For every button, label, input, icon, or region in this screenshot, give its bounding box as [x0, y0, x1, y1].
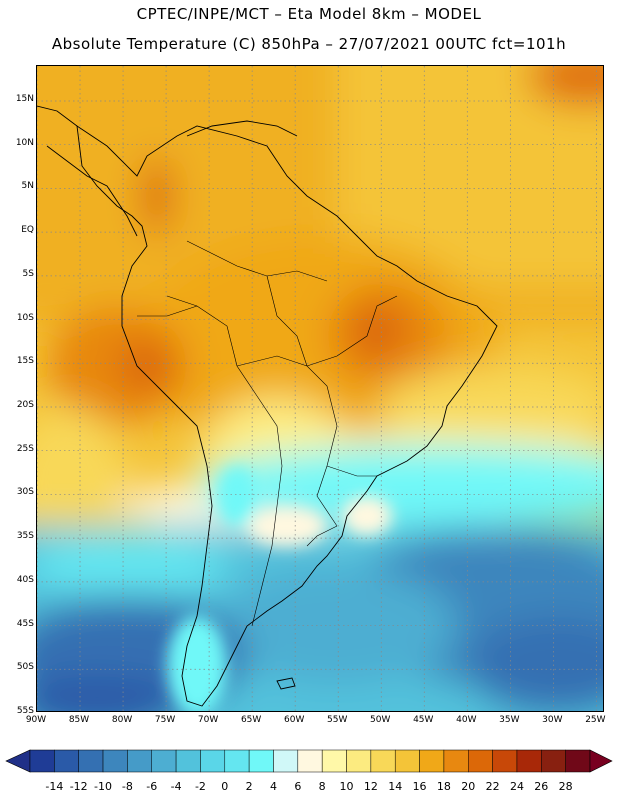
- colorbar-swatch: [516, 749, 542, 773]
- colorbar-tick-label: 14: [388, 780, 403, 793]
- lat-tick-label: 5N: [21, 181, 34, 192]
- coastlines: [37, 105, 498, 707]
- lon-tick-label: 70W: [197, 715, 219, 725]
- colorbar-tick-label: 20: [461, 780, 476, 793]
- colorbar-tick-label: -10: [94, 780, 113, 793]
- colorbar-tick-label: 26: [534, 780, 549, 793]
- colorbar-tick-label: 28: [558, 780, 573, 793]
- lat-tick-label: 50S: [16, 662, 34, 673]
- colorbar-tick-label: 2: [245, 780, 253, 793]
- colorbar-swatch: [370, 749, 396, 773]
- colorbar-tick-label: -2: [194, 780, 206, 793]
- colorbar-tick-label: 18: [436, 780, 451, 793]
- lat-tick-label: 30S: [16, 487, 34, 498]
- lat-tick-label: 25S: [16, 443, 34, 454]
- colorbar-tick-label: 6: [294, 780, 302, 793]
- colorbar-swatch: [492, 749, 518, 773]
- colorbar-over-arrow: [589, 749, 613, 773]
- temperature-field: [37, 66, 603, 711]
- colorbar-swatch: [29, 749, 55, 773]
- lon-tick-label: 90W: [25, 715, 47, 725]
- colorbar-tick-label: -4: [170, 780, 182, 793]
- colorbar-swatch: [297, 749, 323, 773]
- lat-tick-label: 10N: [15, 137, 34, 148]
- lat-tick-label: 5S: [22, 268, 34, 279]
- colorbar-tick-label: -6: [146, 780, 158, 793]
- colorbar-swatch: [321, 749, 347, 773]
- colorbar-tick-label: -12: [69, 780, 88, 793]
- colorbar-tick-label: 24: [509, 780, 524, 793]
- colorbar-swatch: [443, 749, 469, 773]
- lon-tick-label: 40W: [456, 715, 477, 725]
- map-title: CPTEC/INPE/MCT – Eta Model 8km – MODEL: [136, 5, 482, 23]
- lon-tick-label: 50W: [370, 715, 391, 725]
- colorbar-tick-label: 12: [363, 780, 378, 793]
- colorbar-swatch: [468, 749, 493, 773]
- colorbar-tick-label: -14: [45, 780, 64, 793]
- south-america-coastline: [76, 125, 498, 707]
- colorbar-tick-label: 16: [412, 780, 427, 793]
- lat-tick-label: 10S: [16, 312, 34, 323]
- lon-tick-label: 80W: [111, 715, 133, 725]
- colorbar-tick-label: 8: [318, 780, 326, 793]
- colorbar-swatch: [248, 749, 274, 773]
- lon-tick-label: 30W: [542, 715, 563, 725]
- lon-tick-label: 35W: [499, 715, 520, 725]
- colorbar-tick-label: 22: [485, 780, 500, 793]
- map-canvas: [37, 66, 603, 711]
- colorbar: [5, 749, 613, 773]
- lat-tick-label: 40S: [16, 574, 34, 585]
- colorbar-swatch: [151, 749, 177, 773]
- lat-tick-label: 15N: [15, 93, 34, 104]
- caribbean-coastline: [186, 120, 298, 137]
- colorbar-swatch: [541, 749, 566, 773]
- colorbar-swatch: [102, 749, 128, 773]
- lon-tick-label: 25W: [585, 715, 606, 725]
- colorbar-tick-label: 10: [339, 780, 354, 793]
- lat-tick-label: 20S: [16, 399, 34, 410]
- lat-tick-label: 45S: [16, 618, 34, 629]
- lon-tick-label: 55W: [327, 715, 348, 725]
- lon-tick-label: 65W: [240, 715, 262, 725]
- lat-tick-label: 15S: [16, 356, 34, 367]
- lon-tick-label: 45W: [413, 715, 434, 725]
- colorbar-swatch: [419, 749, 445, 773]
- colorbar-swatch: [565, 749, 591, 773]
- lon-tick-label: 60W: [283, 715, 305, 725]
- colorbar-swatch: [127, 749, 152, 773]
- colorbar-tick-label: 0: [221, 780, 229, 793]
- country-borders: [137, 240, 398, 627]
- colorbar-tick-label: -8: [121, 780, 133, 793]
- colorbar-swatch: [394, 749, 420, 773]
- temperature-map: [36, 65, 604, 712]
- lat-tick-label: EQ: [21, 225, 34, 236]
- colorbar-tick-label: 4: [269, 780, 277, 793]
- lat-tick-label: 35S: [16, 531, 34, 542]
- lon-tick-label: 75W: [154, 715, 176, 725]
- colorbar-swatch: [346, 749, 372, 773]
- colorbar-swatch: [54, 749, 79, 773]
- lon-tick-label: 85W: [68, 715, 90, 725]
- lat-tick-label: 55S: [16, 706, 34, 716]
- colorbar-under-arrow: [5, 749, 31, 773]
- central-america-coastline: [37, 105, 138, 237]
- temperature-field-detail: [167, 466, 392, 711]
- map-subtitle: Absolute Temperature (C) 850hPa – 27/07/…: [51, 35, 567, 53]
- colorbar-swatch: [175, 749, 201, 773]
- colorbar-swatch: [224, 749, 250, 773]
- colorbar-swatch: [200, 749, 226, 773]
- gridlines: [37, 66, 603, 711]
- falklands: [276, 677, 296, 690]
- colorbar-swatch: [78, 749, 104, 773]
- colorbar-swatch: [273, 749, 299, 773]
